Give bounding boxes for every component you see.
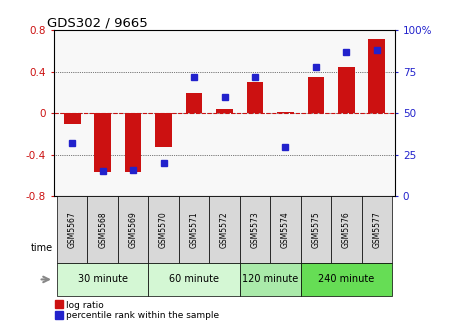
Legend: log ratio, percentile rank within the sample: log ratio, percentile rank within the sa… [55, 301, 219, 320]
Text: GSM5568: GSM5568 [98, 211, 107, 248]
Text: 60 minute: 60 minute [169, 275, 219, 285]
Text: GSM5570: GSM5570 [159, 211, 168, 248]
Bar [301, 263, 392, 296]
Text: GSM5574: GSM5574 [281, 211, 290, 248]
Text: GDS302 / 9665: GDS302 / 9665 [47, 16, 148, 29]
Bar [270, 196, 301, 263]
Bar [308, 77, 324, 113]
Text: GSM5572: GSM5572 [220, 211, 229, 248]
Bar [155, 113, 172, 146]
Bar [240, 196, 270, 263]
Bar [216, 109, 233, 113]
Bar [94, 113, 111, 172]
Bar [179, 196, 209, 263]
Bar [338, 67, 355, 113]
Text: GSM5577: GSM5577 [372, 211, 381, 248]
Bar [209, 196, 240, 263]
Text: GSM5567: GSM5567 [68, 211, 77, 248]
Text: 30 minute: 30 minute [78, 275, 128, 285]
Text: GSM5569: GSM5569 [128, 211, 137, 248]
Bar [118, 196, 148, 263]
Text: GSM5576: GSM5576 [342, 211, 351, 248]
Bar [369, 39, 385, 113]
Bar [148, 196, 179, 263]
Bar [331, 196, 361, 263]
Text: 120 minute: 120 minute [242, 275, 298, 285]
Bar [64, 113, 80, 124]
Bar [240, 263, 301, 296]
Bar [361, 196, 392, 263]
Bar [57, 263, 148, 296]
Text: GSM5575: GSM5575 [312, 211, 321, 248]
Bar [247, 82, 264, 113]
Bar [277, 112, 294, 113]
Text: time: time [31, 243, 53, 253]
Bar [88, 196, 118, 263]
Text: GSM5571: GSM5571 [189, 211, 198, 248]
Text: 240 minute: 240 minute [318, 275, 374, 285]
Text: GSM5573: GSM5573 [251, 211, 260, 248]
Bar [148, 263, 240, 296]
Bar [301, 196, 331, 263]
Bar [57, 196, 88, 263]
Bar [125, 113, 141, 172]
Bar [185, 92, 202, 113]
